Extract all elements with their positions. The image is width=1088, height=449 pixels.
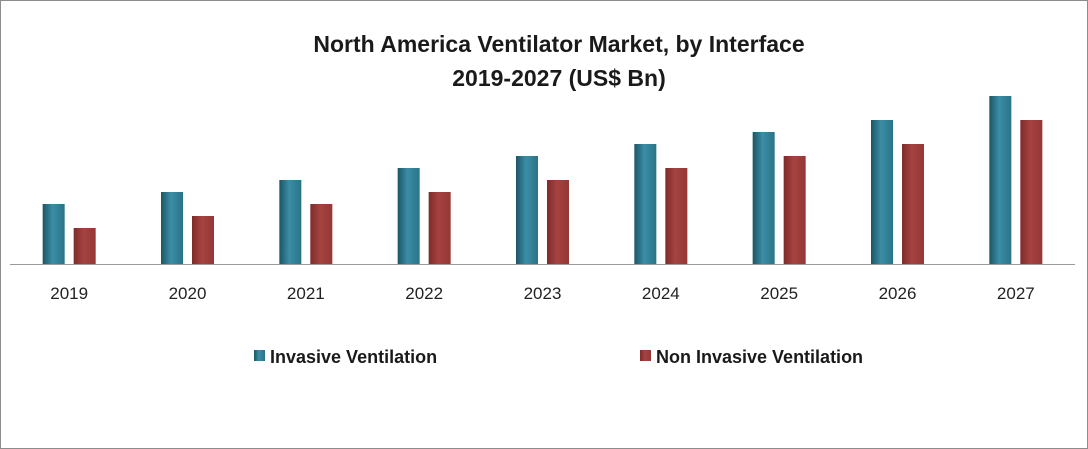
chart-title-block: North America Ventilator Market, by Inte…: [1, 27, 1088, 95]
bar-invasive-2027: [989, 96, 1012, 264]
x-tick-label: 2027: [997, 284, 1035, 303]
x-tick-label: 2025: [760, 284, 798, 303]
legend-label-invasive: Invasive Ventilation: [270, 347, 437, 367]
legend-label-non-invasive: Non Invasive Ventilation: [656, 347, 863, 367]
bar-non-invasive-2027: [1020, 120, 1043, 264]
x-tick-labels: 2019 2020 2021 2022 2023 2024 2025 2026 2027: [50, 284, 1034, 303]
bar-invasive-2025: [752, 132, 775, 264]
bar-invasive-2026: [871, 120, 893, 264]
x-tick-label: 2023: [524, 284, 562, 303]
legend-swatch-non-invasive: [640, 350, 651, 361]
bar-non-invasive-2023: [547, 180, 569, 264]
bar-invasive-2024: [634, 144, 657, 264]
legend: Invasive Ventilation Non Invasive Ventila…: [254, 347, 863, 367]
x-tick-label: 2019: [50, 284, 88, 303]
x-tick-label: 2021: [287, 284, 325, 303]
chart-subtitle: 2019-2027 (US$ Bn): [452, 65, 666, 91]
legend-swatch-invasive: [254, 350, 265, 361]
bar-invasive-2022: [397, 168, 420, 264]
bar-invasive-2023: [516, 156, 538, 264]
bar-non-invasive-2019: [73, 228, 96, 264]
bar-non-invasive-2021: [310, 204, 333, 264]
bar-invasive-2021: [279, 180, 302, 264]
x-tick-label: 2024: [642, 284, 680, 303]
bar-non-invasive-2025: [783, 156, 806, 264]
x-tick-label: 2026: [879, 284, 917, 303]
chart-title: North America Ventilator Market, by Inte…: [313, 31, 805, 57]
bar-non-invasive-2022: [428, 192, 451, 264]
bar-invasive-2020: [161, 192, 183, 264]
bar-invasive-2019: [42, 204, 65, 264]
bars-group: [42, 96, 1043, 264]
bar-non-invasive-2026: [902, 144, 924, 264]
bar-non-invasive-2020: [192, 216, 214, 264]
x-tick-label: 2020: [169, 284, 207, 303]
bar-non-invasive-2024: [665, 168, 688, 264]
x-tick-label: 2022: [405, 284, 443, 303]
